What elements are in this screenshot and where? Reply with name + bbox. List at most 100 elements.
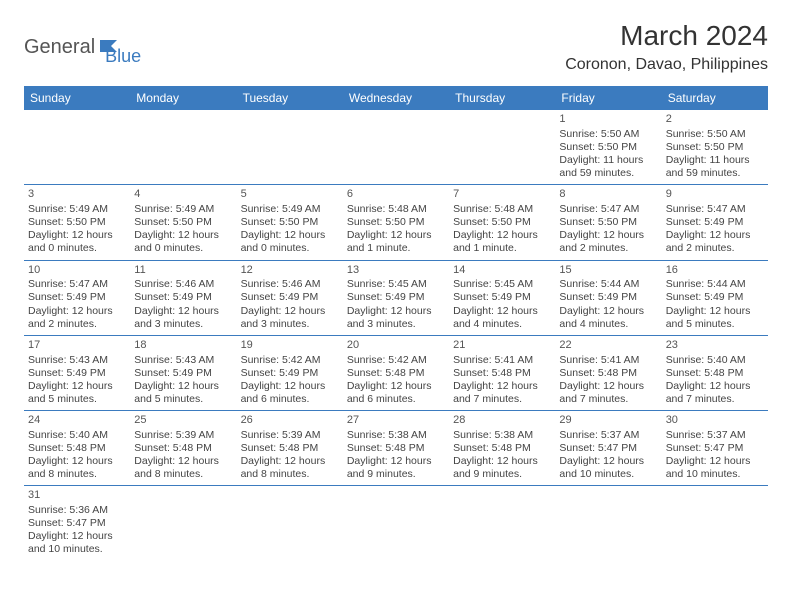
sunrise-line: Sunrise: 5:40 AM — [666, 354, 764, 367]
sunrise-line: Sunrise: 5:42 AM — [347, 354, 445, 367]
day-cell: 31Sunrise: 5:36 AMSunset: 5:47 PMDayligh… — [24, 486, 130, 560]
sunrise-line: Sunrise: 5:40 AM — [28, 429, 126, 442]
daylight-line: Daylight: 12 hours and 6 minutes. — [347, 380, 445, 406]
day-number: 3 — [28, 188, 126, 202]
daylight-line: Daylight: 12 hours and 1 minute. — [453, 229, 551, 255]
sunset-line: Sunset: 5:49 PM — [453, 291, 551, 304]
day-cell: 29Sunrise: 5:37 AMSunset: 5:47 PMDayligh… — [555, 411, 661, 485]
day-number: 4 — [134, 188, 232, 202]
sunset-line: Sunset: 5:50 PM — [666, 141, 764, 154]
sunrise-line: Sunrise: 5:47 AM — [28, 278, 126, 291]
sunrise-line: Sunrise: 5:47 AM — [559, 203, 657, 216]
day-cell — [555, 486, 661, 560]
day-number: 15 — [559, 264, 657, 278]
day-cell: 20Sunrise: 5:42 AMSunset: 5:48 PMDayligh… — [343, 336, 449, 410]
sunset-line: Sunset: 5:48 PM — [134, 442, 232, 455]
sunset-line: Sunset: 5:49 PM — [28, 367, 126, 380]
day-number: 20 — [347, 339, 445, 353]
day-number: 12 — [241, 264, 339, 278]
day-number: 28 — [453, 414, 551, 428]
day-number: 13 — [347, 264, 445, 278]
day-cell — [449, 110, 555, 184]
day-number: 23 — [666, 339, 764, 353]
day-cell: 17Sunrise: 5:43 AMSunset: 5:49 PMDayligh… — [24, 336, 130, 410]
sunset-line: Sunset: 5:48 PM — [453, 367, 551, 380]
day-number: 14 — [453, 264, 551, 278]
daylight-line: Daylight: 12 hours and 8 minutes. — [28, 455, 126, 481]
sunset-line: Sunset: 5:47 PM — [666, 442, 764, 455]
day-number: 30 — [666, 414, 764, 428]
sunset-line: Sunset: 5:49 PM — [241, 367, 339, 380]
day-number: 2 — [666, 113, 764, 127]
sunrise-line: Sunrise: 5:38 AM — [453, 429, 551, 442]
day-number: 22 — [559, 339, 657, 353]
daylight-line: Daylight: 11 hours and 59 minutes. — [559, 154, 657, 180]
day-number: 6 — [347, 188, 445, 202]
week-row: 24Sunrise: 5:40 AMSunset: 5:48 PMDayligh… — [24, 411, 768, 486]
day-number: 10 — [28, 264, 126, 278]
sunset-line: Sunset: 5:50 PM — [453, 216, 551, 229]
day-cell: 6Sunrise: 5:48 AMSunset: 5:50 PMDaylight… — [343, 185, 449, 259]
logo-text-blue: Blue — [105, 46, 141, 67]
sunset-line: Sunset: 5:50 PM — [559, 141, 657, 154]
week-row: 3Sunrise: 5:49 AMSunset: 5:50 PMDaylight… — [24, 185, 768, 260]
day-number: 19 — [241, 339, 339, 353]
day-cell: 16Sunrise: 5:44 AMSunset: 5:49 PMDayligh… — [662, 261, 768, 335]
day-cell — [449, 486, 555, 560]
week-row: 1Sunrise: 5:50 AMSunset: 5:50 PMDaylight… — [24, 110, 768, 185]
sunset-line: Sunset: 5:49 PM — [666, 216, 764, 229]
daylight-line: Daylight: 11 hours and 59 minutes. — [666, 154, 764, 180]
daylight-line: Daylight: 12 hours and 2 minutes. — [28, 305, 126, 331]
sunrise-line: Sunrise: 5:41 AM — [559, 354, 657, 367]
sunset-line: Sunset: 5:47 PM — [28, 517, 126, 530]
sunrise-line: Sunrise: 5:50 AM — [666, 128, 764, 141]
sunrise-line: Sunrise: 5:41 AM — [453, 354, 551, 367]
week-row: 10Sunrise: 5:47 AMSunset: 5:49 PMDayligh… — [24, 261, 768, 336]
day-cell — [237, 486, 343, 560]
sunset-line: Sunset: 5:49 PM — [134, 367, 232, 380]
day-cell: 15Sunrise: 5:44 AMSunset: 5:49 PMDayligh… — [555, 261, 661, 335]
sunrise-line: Sunrise: 5:49 AM — [28, 203, 126, 216]
daylight-line: Daylight: 12 hours and 4 minutes. — [453, 305, 551, 331]
daylight-line: Daylight: 12 hours and 3 minutes. — [134, 305, 232, 331]
day-cell: 23Sunrise: 5:40 AMSunset: 5:48 PMDayligh… — [662, 336, 768, 410]
day-cell: 2Sunrise: 5:50 AMSunset: 5:50 PMDaylight… — [662, 110, 768, 184]
daylight-line: Daylight: 12 hours and 10 minutes. — [559, 455, 657, 481]
day-cell — [343, 486, 449, 560]
day-header-cell: Sunday — [24, 86, 130, 110]
daylight-line: Daylight: 12 hours and 7 minutes. — [453, 380, 551, 406]
daylight-line: Daylight: 12 hours and 4 minutes. — [559, 305, 657, 331]
sunset-line: Sunset: 5:48 PM — [241, 442, 339, 455]
daylight-line: Daylight: 12 hours and 0 minutes. — [134, 229, 232, 255]
week-row: 17Sunrise: 5:43 AMSunset: 5:49 PMDayligh… — [24, 336, 768, 411]
sunset-line: Sunset: 5:50 PM — [559, 216, 657, 229]
daylight-line: Daylight: 12 hours and 5 minutes. — [666, 305, 764, 331]
day-cell: 1Sunrise: 5:50 AMSunset: 5:50 PMDaylight… — [555, 110, 661, 184]
day-number: 24 — [28, 414, 126, 428]
day-cell: 9Sunrise: 5:47 AMSunset: 5:49 PMDaylight… — [662, 185, 768, 259]
sunrise-line: Sunrise: 5:43 AM — [134, 354, 232, 367]
day-cell — [130, 486, 236, 560]
day-cell: 11Sunrise: 5:46 AMSunset: 5:49 PMDayligh… — [130, 261, 236, 335]
day-number: 8 — [559, 188, 657, 202]
sunset-line: Sunset: 5:50 PM — [134, 216, 232, 229]
sunrise-line: Sunrise: 5:45 AM — [347, 278, 445, 291]
day-number: 16 — [666, 264, 764, 278]
day-cell — [24, 110, 130, 184]
daylight-line: Daylight: 12 hours and 10 minutes. — [666, 455, 764, 481]
day-number: 11 — [134, 264, 232, 278]
sunset-line: Sunset: 5:49 PM — [559, 291, 657, 304]
sunset-line: Sunset: 5:49 PM — [347, 291, 445, 304]
daylight-line: Daylight: 12 hours and 7 minutes. — [666, 380, 764, 406]
sunset-line: Sunset: 5:50 PM — [347, 216, 445, 229]
sunset-line: Sunset: 5:49 PM — [134, 291, 232, 304]
day-number: 26 — [241, 414, 339, 428]
logo: General Blue — [24, 28, 141, 67]
day-number: 9 — [666, 188, 764, 202]
day-header-cell: Wednesday — [343, 86, 449, 110]
day-cell: 8Sunrise: 5:47 AMSunset: 5:50 PMDaylight… — [555, 185, 661, 259]
sunset-line: Sunset: 5:48 PM — [28, 442, 126, 455]
sunrise-line: Sunrise: 5:42 AM — [241, 354, 339, 367]
daylight-line: Daylight: 12 hours and 9 minutes. — [347, 455, 445, 481]
day-cell: 12Sunrise: 5:46 AMSunset: 5:49 PMDayligh… — [237, 261, 343, 335]
